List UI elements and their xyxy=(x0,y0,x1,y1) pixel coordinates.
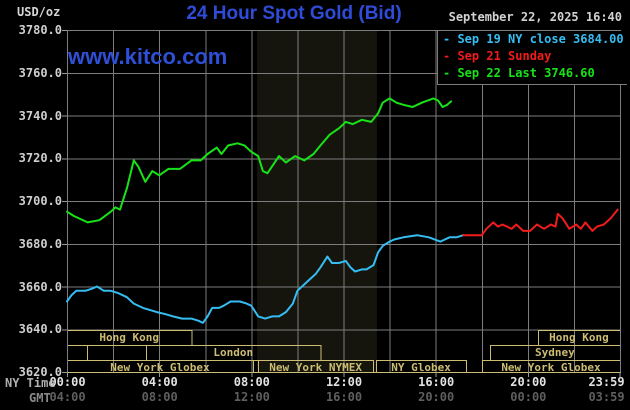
y-axis-unit-label: USD/oz xyxy=(17,5,61,19)
x-tick-label-ny: 16:00 xyxy=(418,375,455,389)
legend-item: - Sep 22 Last 3746.60 xyxy=(443,66,595,80)
x-tick-label-gmt: 03:59 xyxy=(588,390,625,404)
y-tick-label: 3780.0 xyxy=(18,23,62,37)
session-label-new-york-nymex: New York NYMEX xyxy=(269,361,362,374)
y-tick-label: 3680.0 xyxy=(18,236,62,251)
legend-item: - Sep 21 Sunday xyxy=(443,49,552,63)
gmt-axis-label: GMT xyxy=(29,391,51,405)
session-label-hong-kong: Hong Kong xyxy=(549,331,609,344)
x-tick-label-ny: 23:59 xyxy=(588,375,625,389)
series-line-sep-22-last xyxy=(66,97,453,224)
x-tick-label-ny: 08:00 xyxy=(233,375,270,389)
y-tick-label: 3720.0 xyxy=(18,151,62,166)
session-label-london: London xyxy=(213,346,254,359)
kitco-watermark: www.kitco.com xyxy=(68,44,228,69)
x-tick-label-ny: 04:00 xyxy=(141,375,178,389)
y-tick-label: 3620.0 xyxy=(18,365,62,379)
session-label-hong-kong: Hong Kong xyxy=(99,331,159,344)
x-tick-label-gmt: 16:00 xyxy=(325,390,363,404)
page-title: 24 Hour Spot Gold (Bid) xyxy=(186,3,402,24)
x-tick-label-ny: 00:00 xyxy=(49,375,86,389)
x-tick-label-gmt: 20:00 xyxy=(418,390,455,404)
legend-item: - Sep 19 NY close 3684.00 xyxy=(443,32,624,46)
session-box-empty xyxy=(67,345,89,361)
y-tick-label: 3700.0 xyxy=(18,194,62,208)
ny-time-axis-label: NY Time xyxy=(5,376,56,390)
session-label-ny-globex: NY Globex xyxy=(391,361,451,374)
y-tick-label: 3740.0 xyxy=(18,108,62,123)
y-tick-label: 3760.0 xyxy=(18,65,62,80)
y-tick-label: 3640.0 xyxy=(18,322,62,337)
x-tick-label-gmt: 00:00 xyxy=(510,390,547,404)
session-label-new-york-globex: New York Globex xyxy=(501,361,601,374)
session-box-empty xyxy=(87,345,148,361)
x-tick-label-gmt: 12:00 xyxy=(233,390,270,404)
datetime-label: September 22, 2025 16:40 xyxy=(448,10,622,24)
x-tick-label-ny: 12:00 xyxy=(325,375,363,389)
legend: - Sep 19 NY close 3684.00 - Sep 21 Sunday… xyxy=(437,31,627,85)
x-tick-label-gmt: 08:00 xyxy=(141,390,178,404)
series-line-sep-19-ny-close xyxy=(66,234,465,324)
series-line-sep-21-sunday xyxy=(462,208,619,237)
y-tick-label: 3660.0 xyxy=(18,279,62,294)
x-tick-label-ny: 20:00 xyxy=(510,375,547,389)
session-label-sydney: Sydney xyxy=(535,346,575,359)
x-tick-label-gmt: 04:00 xyxy=(49,390,86,404)
session-label-new-york-globex: New York Globex xyxy=(110,361,210,374)
